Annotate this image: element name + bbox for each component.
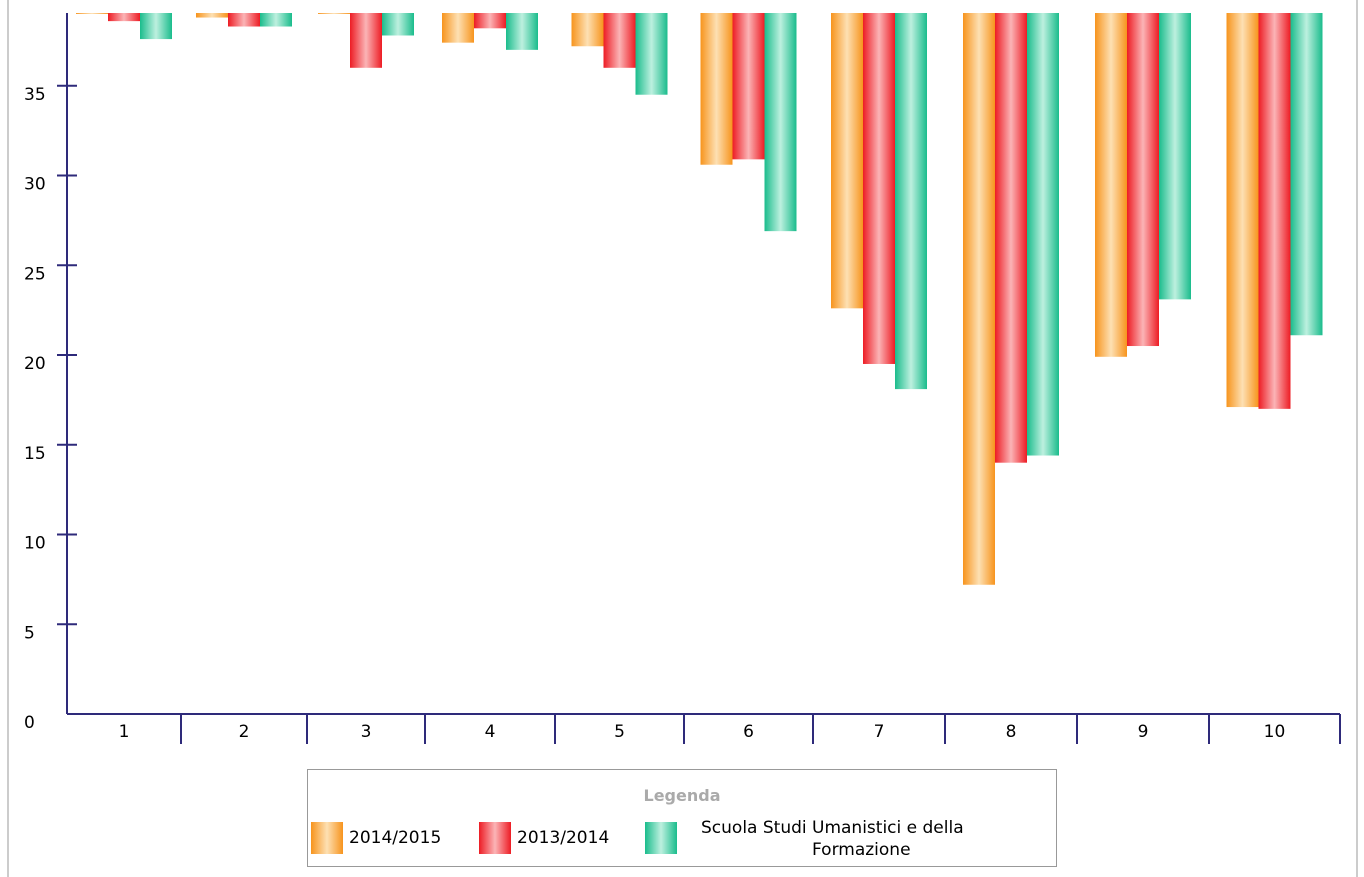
y-tick-label-30: 30 bbox=[24, 175, 46, 195]
x-tick-label-1: 1 bbox=[119, 722, 130, 742]
legend-label-2014-2015: 2014/2015 bbox=[349, 828, 442, 848]
bars-group bbox=[76, 13, 1323, 585]
x-tick-label-9: 9 bbox=[1138, 722, 1149, 742]
bar-2-cat-7 bbox=[863, 13, 895, 364]
bar-3-cat-10 bbox=[1290, 13, 1323, 336]
legend-box: Legenda 2014/2015 2013/2014 Scuola Studi… bbox=[307, 769, 1057, 867]
bar-1-cat-7 bbox=[831, 13, 863, 309]
bar-2-cat-5 bbox=[603, 13, 636, 68]
bar-1-cat-9 bbox=[1095, 13, 1127, 357]
legend-label-2013-2014: 2013/2014 bbox=[517, 828, 610, 848]
x-tick-labels: 1 2 3 4 5 6 7 8 9 10 bbox=[119, 722, 1286, 742]
x-tick-label-8: 8 bbox=[1006, 722, 1017, 742]
x-tick-label-5: 5 bbox=[614, 722, 625, 742]
axes-group bbox=[57, 13, 1341, 744]
bar-3-cat-5 bbox=[635, 13, 668, 95]
legend-swatch-orange bbox=[311, 822, 343, 854]
y-tick-label-20: 20 bbox=[24, 354, 46, 374]
legend-label-scuola-line2: Formazione bbox=[812, 840, 911, 860]
y-tick-label-5: 5 bbox=[24, 623, 35, 643]
legend-title: Legenda bbox=[643, 786, 721, 805]
bar-2-cat-6 bbox=[732, 13, 765, 160]
bar-1-cat-3 bbox=[318, 13, 350, 14]
bar-2-cat-2 bbox=[228, 13, 260, 27]
legend-item-2014-2015: 2014/2015 bbox=[311, 822, 471, 854]
x-tick-label-7: 7 bbox=[874, 722, 885, 742]
bar-1-cat-10 bbox=[1226, 13, 1259, 408]
legend-label-scuola-line1: Scuola Studi Umanistici e della bbox=[701, 818, 964, 838]
bar-3-cat-8 bbox=[1027, 13, 1059, 456]
bar-2-cat-10 bbox=[1258, 13, 1291, 409]
bar-3-cat-4 bbox=[506, 13, 538, 50]
bar-1-cat-6 bbox=[700, 13, 733, 165]
y-tick-labels: 0 5 10 15 20 25 30 35 bbox=[24, 85, 46, 733]
bar-2-cat-4 bbox=[474, 13, 506, 29]
bar-1-cat-5 bbox=[571, 13, 604, 47]
bar-3-cat-7 bbox=[895, 13, 927, 390]
x-tick-label-4: 4 bbox=[485, 722, 496, 742]
bar-3-cat-9 bbox=[1159, 13, 1191, 300]
legend-swatch-green bbox=[645, 822, 677, 854]
x-tick-label-6: 6 bbox=[743, 722, 754, 742]
y-tick-label-10: 10 bbox=[24, 534, 46, 554]
x-tick-label-3: 3 bbox=[361, 722, 372, 742]
legend-item-scuola: Scuola Studi Umanistici e della Formazio… bbox=[645, 818, 1045, 860]
legend-item-2013-2014: 2013/2014 bbox=[479, 822, 639, 854]
x-tick-label-2: 2 bbox=[239, 722, 250, 742]
bar-1-cat-4 bbox=[442, 13, 474, 43]
bar-3-cat-3 bbox=[382, 13, 414, 36]
bar-3-cat-6 bbox=[764, 13, 797, 232]
bar-1-cat-8 bbox=[963, 13, 995, 585]
x-tick-label-10: 10 bbox=[1264, 722, 1286, 742]
y-tick-label-35: 35 bbox=[24, 85, 46, 105]
bar-2-cat-3 bbox=[350, 13, 382, 68]
bar-1-cat-1 bbox=[76, 13, 108, 14]
legend-swatch-red bbox=[479, 822, 511, 854]
bar-3-cat-2 bbox=[260, 13, 292, 27]
y-tick-label-15: 15 bbox=[24, 444, 46, 464]
bar-2-cat-9 bbox=[1127, 13, 1159, 347]
y-tick-label-25: 25 bbox=[24, 264, 46, 284]
bar-2-cat-8 bbox=[995, 13, 1027, 463]
bar-2-cat-1 bbox=[108, 13, 140, 22]
y-tick-label-0: 0 bbox=[24, 713, 35, 733]
bar-1-cat-2 bbox=[196, 13, 228, 18]
bar-3-cat-1 bbox=[140, 13, 172, 40]
